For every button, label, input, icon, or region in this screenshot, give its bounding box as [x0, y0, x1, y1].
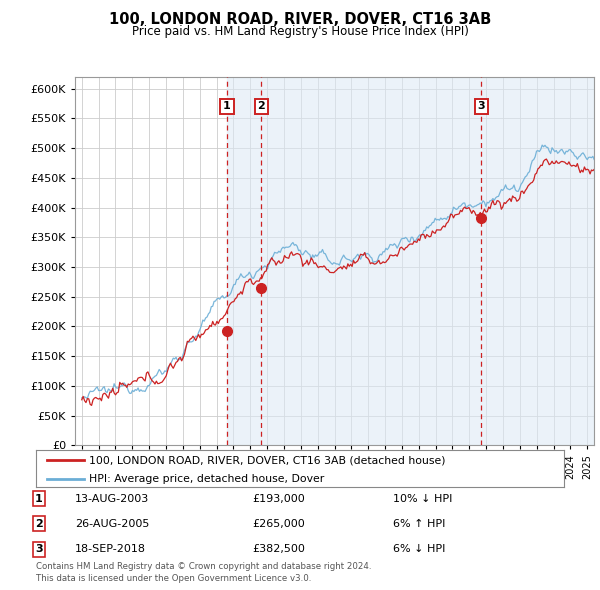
Text: 13-AUG-2003: 13-AUG-2003 — [75, 494, 149, 503]
Bar — [227, 77, 594, 445]
Text: Price paid vs. HM Land Registry's House Price Index (HPI): Price paid vs. HM Land Registry's House … — [131, 25, 469, 38]
Text: 1: 1 — [35, 494, 43, 503]
Text: 1: 1 — [223, 101, 231, 112]
Text: 3: 3 — [35, 545, 43, 554]
Text: £382,500: £382,500 — [252, 545, 305, 554]
Text: 100, LONDON ROAD, RIVER, DOVER, CT16 3AB: 100, LONDON ROAD, RIVER, DOVER, CT16 3AB — [109, 12, 491, 27]
Text: 100, LONDON ROAD, RIVER, DOVER, CT16 3AB (detached house): 100, LONDON ROAD, RIVER, DOVER, CT16 3AB… — [89, 455, 445, 466]
Text: This data is licensed under the Open Government Licence v3.0.: This data is licensed under the Open Gov… — [36, 574, 311, 583]
Text: 2: 2 — [35, 519, 43, 529]
Text: £193,000: £193,000 — [252, 494, 305, 503]
Text: 6% ↑ HPI: 6% ↑ HPI — [393, 519, 445, 529]
Text: 6% ↓ HPI: 6% ↓ HPI — [393, 545, 445, 554]
Text: £265,000: £265,000 — [252, 519, 305, 529]
Text: 26-AUG-2005: 26-AUG-2005 — [75, 519, 149, 529]
Text: HPI: Average price, detached house, Dover: HPI: Average price, detached house, Dove… — [89, 474, 324, 484]
Text: 10% ↓ HPI: 10% ↓ HPI — [393, 494, 452, 503]
Text: 2: 2 — [257, 101, 265, 112]
Text: Contains HM Land Registry data © Crown copyright and database right 2024.: Contains HM Land Registry data © Crown c… — [36, 562, 371, 571]
Text: 3: 3 — [478, 101, 485, 112]
Text: 18-SEP-2018: 18-SEP-2018 — [75, 545, 146, 554]
